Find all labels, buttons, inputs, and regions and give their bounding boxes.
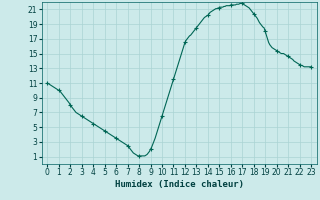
X-axis label: Humidex (Indice chaleur): Humidex (Indice chaleur) [115, 180, 244, 189]
